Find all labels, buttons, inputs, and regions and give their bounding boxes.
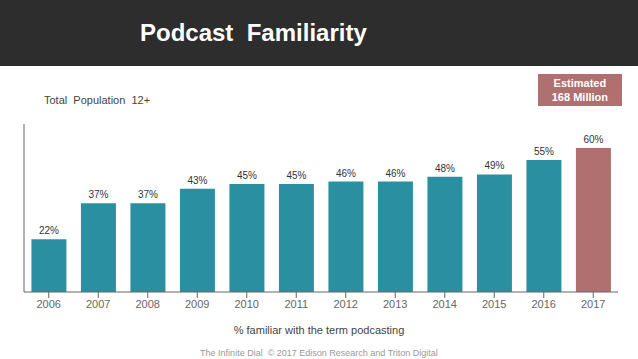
svg-text:60%: 60%: [583, 134, 603, 145]
html-text:Podcast Familiarity: Podcast Familiarity: [140, 19, 367, 46]
svg-text:45%: 45%: [286, 170, 306, 181]
svg-text:48%: 48%: [435, 163, 455, 174]
svg-text:2015: 2015: [482, 298, 506, 310]
svg-text:2014: 2014: [433, 298, 457, 310]
svg-text:55%: 55%: [534, 146, 554, 157]
svg-text:49%: 49%: [484, 160, 504, 171]
svg-text:37%: 37%: [138, 189, 158, 200]
svg-text:2017: 2017: [581, 298, 605, 310]
svg-text:43%: 43%: [187, 175, 207, 186]
html-text:Estimated 168 Million: Estimated 168 Million: [551, 77, 608, 103]
svg-text:2011: 2011: [284, 298, 308, 310]
svg-text:2008: 2008: [136, 298, 160, 310]
svg-text:2006: 2006: [37, 298, 61, 310]
html-text:Total Population 12+: Total Population 12+: [44, 94, 151, 106]
svg-text:46%: 46%: [385, 168, 405, 179]
svg-text:2007: 2007: [86, 298, 110, 310]
html-text:The Infinite Dial © 2017 Ediso: The Infinite Dial © 2017 Edison Research…: [200, 348, 438, 358]
svg-text:45%: 45%: [237, 170, 257, 181]
html-text:% familiar with the term podca: % familiar with the term podcasting: [233, 324, 405, 336]
svg-text:37%: 37%: [88, 189, 108, 200]
svg-text:2013: 2013: [383, 298, 407, 310]
svg-text:2012: 2012: [334, 298, 358, 310]
svg-text:22%: 22%: [39, 225, 59, 236]
svg-text:2010: 2010: [235, 298, 259, 310]
svg-text:46%: 46%: [336, 168, 356, 179]
svg-text:2016: 2016: [532, 298, 556, 310]
svg-text:2009: 2009: [185, 298, 209, 310]
